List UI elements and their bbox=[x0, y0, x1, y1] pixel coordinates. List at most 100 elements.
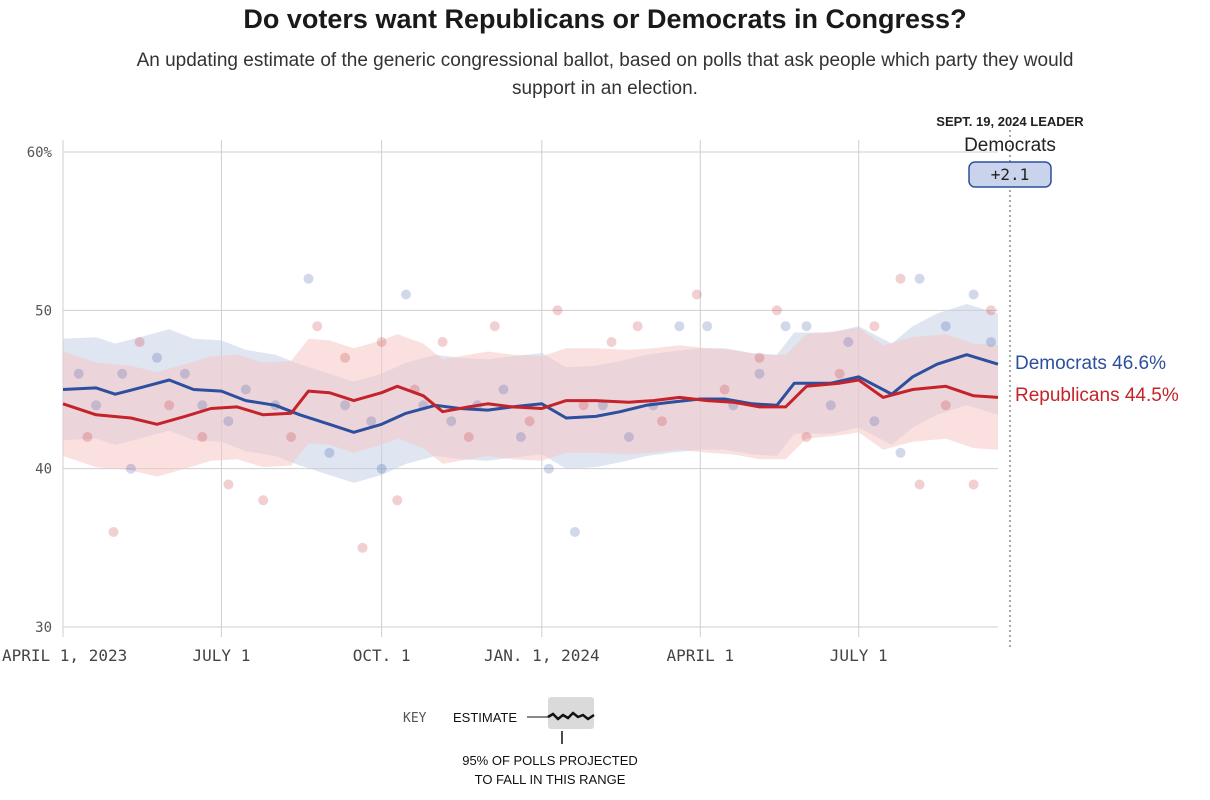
dem-poll-point bbox=[515, 432, 526, 442]
dem-poll-point bbox=[73, 368, 84, 379]
dem-poll-point bbox=[376, 463, 387, 474]
dem-poll-point bbox=[366, 416, 377, 427]
dem-poll-point bbox=[401, 289, 411, 300]
dem-poll-point bbox=[223, 416, 234, 427]
rep-poll-point bbox=[940, 400, 951, 411]
rep-poll-point bbox=[312, 321, 323, 332]
dem-poll-point bbox=[940, 321, 951, 332]
band-layer bbox=[63, 304, 998, 483]
rep-poll-point bbox=[869, 321, 880, 332]
dem-poll-point bbox=[125, 463, 136, 474]
dem-end-label: Democrats 46.6% bbox=[1015, 353, 1166, 374]
leader-heading: SEPT. 19, 2024 LEADER bbox=[936, 114, 1084, 129]
rep-poll-point bbox=[357, 542, 368, 553]
chart-title: Do voters want Republicans or Democrats … bbox=[243, 4, 967, 34]
rep-poll-point bbox=[552, 305, 563, 316]
dem-poll-point bbox=[303, 273, 314, 284]
dem-poll-point bbox=[869, 416, 880, 427]
rep-poll-point bbox=[340, 352, 351, 363]
dem-poll-point bbox=[179, 368, 190, 379]
rep-end-label: Republicans 44.5% bbox=[1015, 385, 1179, 406]
y-tick-label: 60% bbox=[27, 145, 53, 161]
rep-poll-point bbox=[376, 337, 387, 347]
dem-poll-point bbox=[324, 447, 335, 458]
key-range-swatch bbox=[548, 697, 594, 729]
dem-poll-point bbox=[986, 337, 996, 347]
dem-poll-point bbox=[240, 384, 251, 395]
key: KEY ESTIMATE 95% OF POLLS PROJECTED TO F… bbox=[403, 697, 638, 787]
leader-margin-box bbox=[968, 161, 1052, 188]
rep-poll-point bbox=[489, 321, 500, 332]
rep-poll-point bbox=[286, 432, 297, 442]
leader-margin-value: +2.1 bbox=[991, 165, 1030, 184]
rep-poll-point bbox=[834, 368, 845, 379]
x-tick-label: APRIL 1 bbox=[667, 646, 734, 665]
rep-poll-point bbox=[914, 479, 925, 490]
dem-poll-point bbox=[91, 400, 102, 411]
rep-poll-point bbox=[986, 305, 996, 316]
y-tick-label: 50 bbox=[35, 303, 52, 319]
chart-subtitle: An updating estimate of the generic cong… bbox=[136, 50, 1074, 99]
x-tick-label: OCT. 1 bbox=[353, 646, 411, 665]
rep-poll-point bbox=[632, 321, 643, 332]
rep-poll-point bbox=[801, 432, 812, 442]
axis-layer: 60% 50 40 30 APRIL 1, 2023 JULY 1 OCT. 1 JAN. 1… bbox=[2, 145, 888, 665]
x-tick-label: JULY 1 bbox=[830, 646, 888, 665]
key-estimate-label: ESTIMATE bbox=[453, 710, 517, 725]
key-heading: KEY bbox=[403, 711, 427, 726]
dem-poll-point bbox=[754, 368, 765, 379]
rep-poll-point bbox=[719, 384, 730, 395]
x-tick-label: JULY 1 bbox=[193, 646, 251, 665]
rep-poll-point bbox=[524, 416, 535, 427]
y-tick-label: 30 bbox=[35, 620, 52, 636]
rep-poll-point bbox=[463, 432, 474, 442]
rep-poll-point bbox=[164, 400, 175, 411]
dem-poll-point bbox=[152, 352, 162, 363]
rep-range-band bbox=[63, 327, 998, 477]
rep-poll-point bbox=[771, 305, 782, 316]
rep-poll-point bbox=[197, 432, 208, 442]
rep-poll-point bbox=[606, 337, 617, 347]
rep-poll-point bbox=[392, 495, 403, 506]
leader-party: Democrats bbox=[964, 135, 1056, 156]
dem-poll-point bbox=[702, 321, 713, 332]
dem-poll-point bbox=[674, 321, 685, 332]
line-layer bbox=[62, 353, 999, 434]
key-range-note-1: 95% OF POLLS PROJECTED bbox=[462, 753, 638, 768]
x-tick-label: APRIL 1, 2023 bbox=[2, 646, 127, 665]
rep-poll-point bbox=[578, 400, 589, 411]
dem-poll-point bbox=[340, 400, 351, 411]
dem-poll-point bbox=[498, 384, 509, 395]
dem-poll-point bbox=[543, 463, 554, 474]
dem-poll-point bbox=[569, 527, 580, 537]
rep-poll-point bbox=[437, 337, 448, 347]
x-tick-label: JAN. 1, 2024 bbox=[484, 646, 600, 665]
key-estimate-swatch bbox=[547, 711, 595, 721]
rep-poll-point bbox=[82, 432, 93, 442]
poll-layer bbox=[73, 273, 996, 553]
dem-poll-point bbox=[597, 400, 608, 411]
dem-poll-point bbox=[895, 447, 906, 458]
rep-estimate-line bbox=[62, 378, 999, 426]
key-range-note-2: TO FALL IN THIS RANGE bbox=[475, 772, 626, 787]
dem-poll-point bbox=[968, 289, 979, 300]
rep-poll-point bbox=[657, 416, 667, 427]
dem-poll-point bbox=[914, 273, 925, 284]
dem-poll-point bbox=[843, 337, 854, 347]
dem-poll-point bbox=[117, 368, 128, 379]
rep-poll-point bbox=[223, 479, 234, 490]
rep-poll-point bbox=[258, 495, 269, 506]
dem-poll-point bbox=[623, 432, 634, 442]
rep-poll-point bbox=[968, 479, 979, 490]
dem-poll-point bbox=[446, 416, 457, 427]
rep-poll-point bbox=[754, 352, 765, 363]
rep-poll-point bbox=[134, 337, 145, 347]
dem-poll-point bbox=[780, 321, 791, 332]
dem-poll-point bbox=[801, 321, 812, 332]
rep-poll-point bbox=[108, 527, 119, 537]
rep-poll-point bbox=[895, 273, 906, 284]
y-tick-label: 40 bbox=[35, 462, 52, 478]
dem-poll-point bbox=[825, 400, 836, 411]
rep-poll-point bbox=[691, 289, 702, 300]
